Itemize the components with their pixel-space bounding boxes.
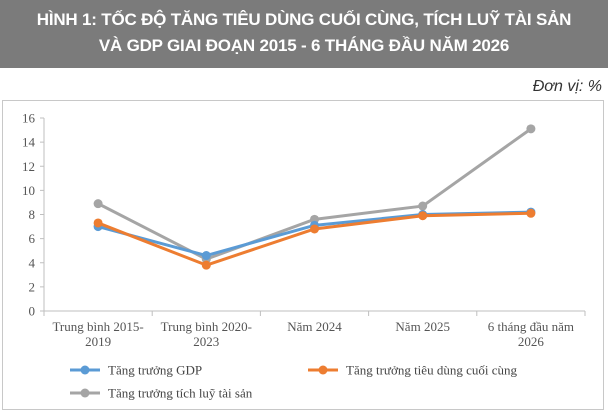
legend-swatch-marker [318,365,328,375]
x-tick-label: Trung bình 2015- [52,319,143,334]
y-tick-label: 6 [29,231,36,246]
x-tick-label: 2019 [85,334,111,349]
y-tick-label: 0 [29,304,36,319]
legend-entry-label: Tăng trưởng GDP [108,363,202,378]
series-1-point [310,224,319,234]
chart-frame [2,100,604,410]
y-tick-label: 8 [29,207,36,222]
series-line-2 [96,127,533,261]
series-2-point [93,199,103,209]
x-tick-label: 6 tháng đầu năm [488,319,574,334]
y-tick-label: 16 [22,111,36,126]
figure-title-banner: HÌNH 1: TỐC ĐỘ TĂNG TIÊU DÙNG CUỐI CÙNG,… [0,0,608,68]
figure-title-line-2: VÀ GDP GIAI ĐOẠN 2015 - 6 THÁNG ĐẦU NĂM … [98,36,510,55]
unit-label: Đơn vị: % [532,78,602,95]
series-1-point [201,260,211,270]
y-tick-label: 14 [22,135,36,150]
legend-swatch-marker [80,388,90,398]
y-tick-label: 4 [29,255,36,270]
figure-title-line-1: HÌNH 1: TỐC ĐỘ TĂNG TIÊU DÙNG CUỐI CÙNG,… [36,10,572,29]
series-1-point [526,208,536,218]
series-0-point [201,251,211,261]
x-tick-label: Năm 2025 [395,319,450,334]
series-1-point [418,211,428,221]
series-2-point [526,124,536,134]
x-tick-label: 2026 [518,334,545,349]
legend-entry-label: Tăng trưởng tiêu dùng cuối cùng [346,363,517,378]
series-1-point [93,218,103,228]
x-tick-label: 2023 [193,334,219,349]
series-2-point [418,201,428,211]
y-tick-label: 10 [22,183,35,198]
x-tick-label: Trung bình 2020- [161,319,252,334]
y-tick-label: 2 [29,279,36,294]
x-tick-label: Năm 2024 [287,319,342,334]
legend-swatch-marker [80,365,90,375]
y-tick-label: 12 [22,159,35,174]
legend-entry-label: Tăng trưởng tích luỹ tài sản [108,386,253,401]
